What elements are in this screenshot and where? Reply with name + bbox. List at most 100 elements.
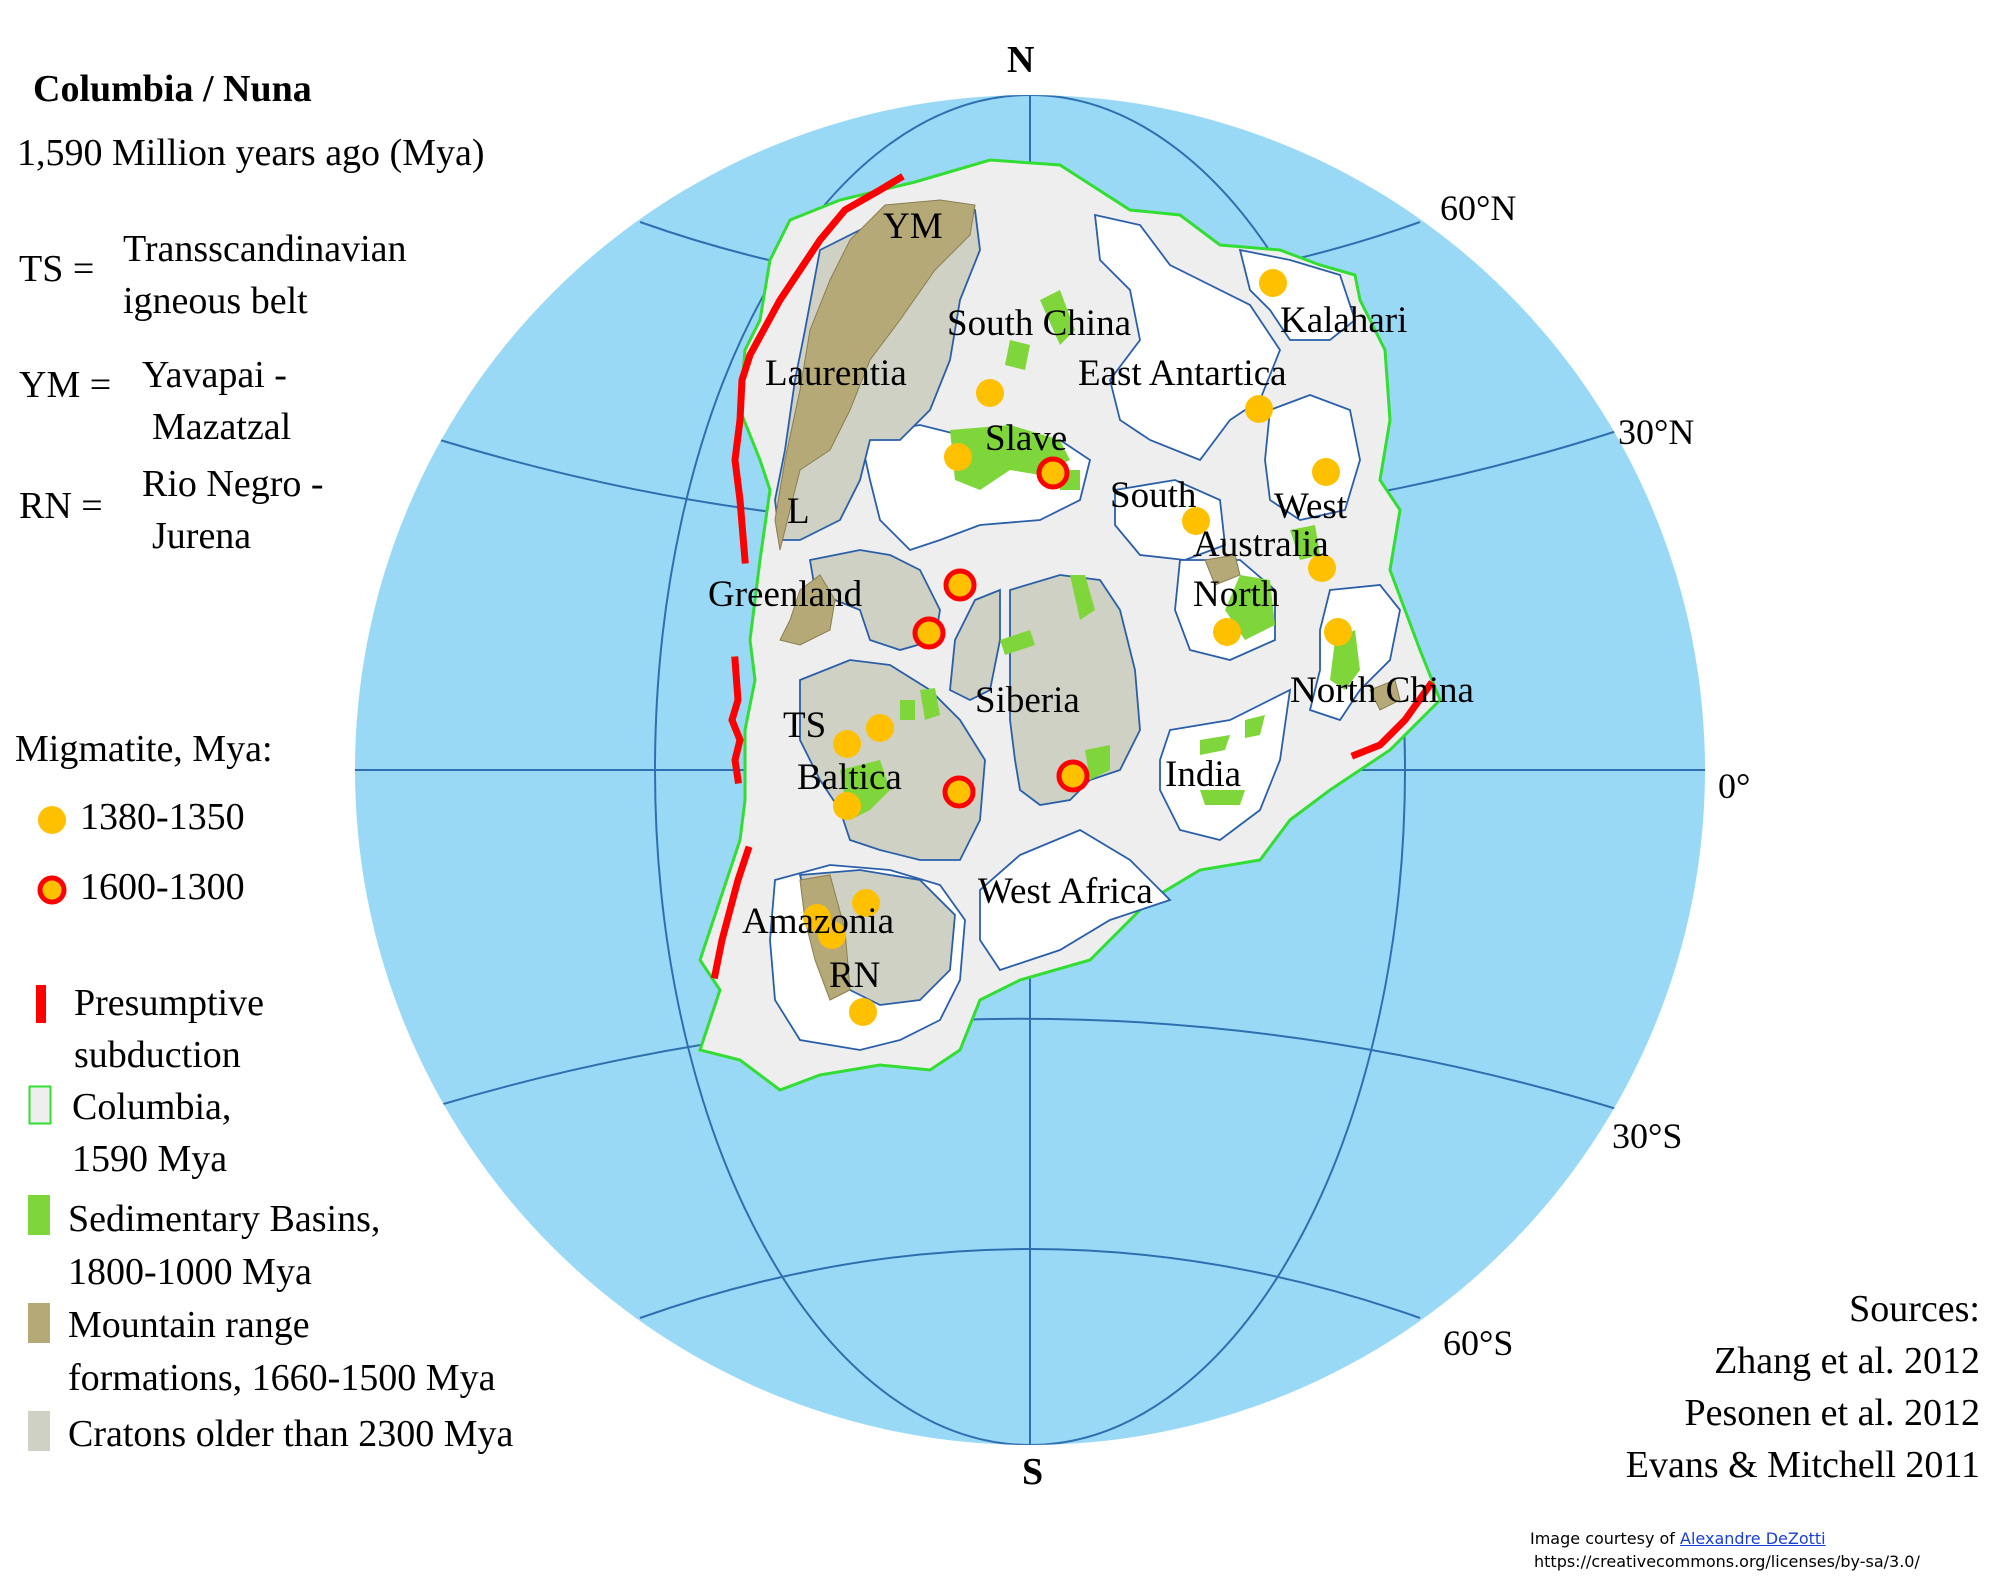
map-subtitle: 1,590 Million years ago (Mya) [17, 132, 485, 174]
migmatite-1380-marker [833, 792, 861, 820]
migmatite-1600-marker [942, 775, 976, 809]
south-label: S [1022, 1451, 1043, 1493]
craton-label: TS [783, 705, 826, 746]
migmatite-legend-swatch-1 [38, 806, 66, 834]
craton-siberia-west [949, 588, 1001, 702]
abbr-ym: YM = [19, 364, 112, 406]
migmatite-1380-marker [976, 379, 1004, 407]
author-link[interactable]: Alexandre DeZotti [1680, 1529, 1826, 1548]
abbr-ts: TS = [19, 248, 95, 290]
source-item: Pesonen et al. 2012 [1684, 1392, 1980, 1434]
migmatite-1380-marker [944, 443, 972, 471]
mountain-ym [774, 199, 976, 551]
migmatite-1380-marker [1324, 618, 1352, 646]
craton-label: Australia [1193, 524, 1329, 565]
parallel-60s [639, 1248, 1421, 1319]
latitude-label: 60°N [1440, 188, 1516, 228]
legend-columbia-line2: 1590 Mya [72, 1138, 228, 1180]
abbr-ts-line1: Transscandinavian [123, 228, 407, 270]
craton-label: Kalahari [1280, 300, 1407, 341]
image-credit: Image courtesy of Alexandre DeZotti [1530, 1529, 1826, 1548]
subduction-amazonia [710, 845, 753, 980]
craton-label: East Antartica [1078, 353, 1287, 394]
basin-baltica-2 [920, 688, 940, 720]
basin-siberia-2 [1085, 745, 1110, 780]
craton-label: West [1274, 486, 1348, 527]
subduction-baltica [728, 656, 744, 784]
subduction-laurentia [731, 173, 905, 564]
mountain-legend-swatch [28, 1303, 50, 1343]
abbr-rn-line1: Rio Negro - [142, 463, 324, 505]
latitude-label: 0° [1718, 766, 1750, 806]
meridian-ellipse [654, 95, 1406, 1445]
migmatite-markers [803, 269, 1352, 1026]
basin-west-australia [1290, 525, 1320, 560]
migmatite-1380-marker [1312, 458, 1340, 486]
credit-prefix: Image courtesy of [1530, 1529, 1675, 1548]
migmatite-1600-marker [1056, 759, 1090, 793]
legend-sedimentary-line1: Sedimentary Basins, [68, 1198, 381, 1240]
basin-india-3 [1245, 715, 1265, 738]
subduction-zones [710, 173, 1435, 980]
source-item: Zhang et al. 2012 [1714, 1340, 1980, 1382]
license-url: https://creativecommons.org/licenses/by-… [1534, 1552, 1920, 1571]
abbr-rn: RN = [19, 485, 103, 527]
craton-label: L [787, 491, 810, 532]
craton-label: West Africa [978, 871, 1153, 912]
craton-label: Baltica [797, 757, 902, 798]
migmatite-heading: Migmatite, Mya: [15, 728, 273, 770]
craton-label: Greenland [708, 574, 863, 615]
migmatite-1600-marker [1036, 456, 1070, 490]
legend-craton-line1: Cratons older than 2300 Mya [68, 1413, 514, 1455]
columbia-legend-swatch [28, 1085, 52, 1125]
map-title: Columbia / Nuna [33, 68, 312, 110]
abbr-ym-line2: Mazatzal [152, 406, 292, 448]
craton-west-australia [1264, 394, 1361, 521]
legend-sedimentary-line2: 1800-1000 Mya [68, 1251, 312, 1293]
latitude-label: 30°S [1612, 1116, 1682, 1156]
craton-label: North China [1290, 670, 1474, 711]
craton-label: South [1110, 475, 1197, 516]
craton-label: North [1193, 574, 1280, 615]
craton-label: India [1165, 754, 1241, 795]
craton-label: South China [947, 303, 1131, 344]
migmatite-1600-marker [943, 568, 977, 602]
subduction-north-china [1350, 680, 1435, 760]
basin-south-china [1040, 290, 1075, 345]
migmatite-1380-marker [818, 921, 846, 949]
craton-east-antarctica [1093, 213, 1282, 462]
legend-mountain-line2: formations, 1660-1500 Mya [68, 1357, 496, 1399]
migmatite-1380-marker [1213, 618, 1241, 646]
migmatite-1380-marker [852, 889, 880, 917]
legend-subduction-line1: Presumptive [74, 982, 264, 1024]
craton-label: RN [829, 955, 880, 996]
migmatite-1380-marker [1182, 507, 1210, 535]
basin-india-1 [1200, 735, 1230, 755]
subduction-legend-swatch [36, 985, 46, 1023]
parallel-30s [439, 1017, 1621, 1111]
migmatite-1600-marker [912, 616, 946, 650]
sedimentary-legend-swatch [28, 1195, 50, 1235]
migmatite-legend-swatch-2 [37, 875, 67, 905]
abbr-rn-line2: Jurena [152, 515, 252, 557]
compass-labels: N S [1007, 39, 1043, 1493]
basin-south-china-2 [1005, 340, 1030, 370]
migmatite-1380-marker [1308, 554, 1336, 582]
migmatite-1380-marker [833, 730, 861, 758]
migmatite-1380-marker [1259, 269, 1287, 297]
abbr-ts-line2: igneous belt [123, 280, 308, 322]
basin-siberia-3 [1000, 630, 1035, 655]
migmatite-legend-label-1: 1380-1350 [80, 796, 245, 838]
north-label: N [1007, 39, 1034, 81]
craton-labels: YM South China Kalahari Laurentia East A… [708, 206, 1474, 996]
craton-label: Amazonia [742, 901, 894, 942]
craton-label: Laurentia [765, 353, 907, 394]
craton-west-africa [979, 828, 1172, 972]
craton-label: YM [883, 206, 943, 247]
migmatite-1380-marker [866, 714, 894, 742]
basin-india-2 [1200, 790, 1245, 805]
migmatite-legend-label-2: 1600-1300 [80, 866, 245, 908]
basin-siberia-1 [1070, 575, 1095, 620]
legend-columbia-line1: Columbia, [72, 1086, 232, 1128]
